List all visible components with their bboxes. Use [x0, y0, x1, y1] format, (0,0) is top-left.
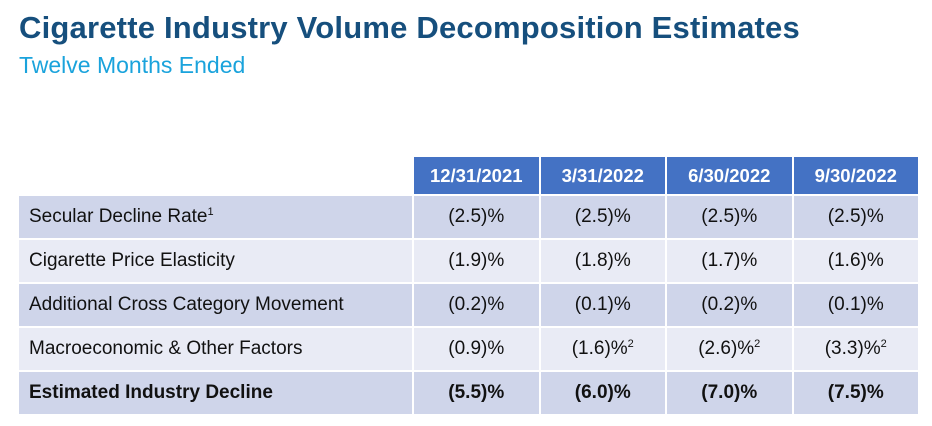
- value-cell: (1.7)%: [665, 238, 794, 284]
- row-label: Cigarette Price Elasticity: [29, 250, 235, 271]
- cell-value: (2.5)%: [448, 206, 505, 227]
- total-value: (7.5)%: [791, 370, 920, 416]
- total-value: (5.5)%: [412, 370, 541, 416]
- cell-value: (0.2)%: [448, 294, 505, 315]
- cell-value: (1.9)%: [448, 250, 505, 271]
- row-label-cell: Additional Cross Category Movement: [17, 282, 414, 328]
- value-cell: (2.6)%2: [665, 326, 794, 372]
- volume-decomposition-table: 12/31/2021 3/31/2022 6/30/2022 9/30/2022…: [17, 155, 920, 416]
- value-cell: (2.5)%: [791, 194, 920, 240]
- row-label: Additional Cross Category Movement: [29, 294, 344, 315]
- cell-value: (0.2)%: [701, 294, 758, 315]
- value-cell: (0.1)%: [791, 282, 920, 328]
- table-row: Secular Decline Rate1 (2.5)% (2.5)% (2.5…: [17, 194, 920, 240]
- cell-value: (2.6)%: [698, 338, 755, 359]
- cell-value: (2.5)%: [827, 206, 884, 227]
- page-title: Cigarette Industry Volume Decomposition …: [19, 10, 800, 45]
- value-cell: (1.6)%: [791, 238, 920, 284]
- value-cell: (2.5)%: [412, 194, 541, 240]
- cell-value: (1.8)%: [574, 250, 631, 271]
- cell-value: (1.6)%: [571, 338, 628, 359]
- cell-value: (0.9)%: [448, 338, 505, 359]
- cell-value: (2.5)%: [701, 206, 758, 227]
- column-header: 6/30/2022: [665, 155, 794, 196]
- row-label-cell: Cigarette Price Elasticity: [17, 238, 414, 284]
- total-label: Estimated Industry Decline: [17, 370, 414, 416]
- value-cell: (0.9)%: [412, 326, 541, 372]
- total-value: (7.0)%: [665, 370, 794, 416]
- cell-value: (0.1)%: [827, 294, 884, 315]
- value-cell: (1.6)%2: [538, 326, 667, 372]
- value-cell: (0.2)%: [665, 282, 794, 328]
- cell-value: (0.1)%: [574, 294, 631, 315]
- cell-value: (3.3)%: [824, 338, 881, 359]
- row-label: Macroeconomic & Other Factors: [29, 338, 303, 359]
- footnote-marker: 1: [207, 206, 214, 218]
- cell-value: (2.5)%: [574, 206, 631, 227]
- cell-value: (1.7)%: [701, 250, 758, 271]
- total-value: (6.0)%: [538, 370, 667, 416]
- value-cell: (0.1)%: [538, 282, 667, 328]
- row-label-cell: Secular Decline Rate1: [17, 194, 414, 240]
- footnote-marker: 2: [754, 338, 761, 350]
- column-header: 9/30/2022: [791, 155, 920, 196]
- cell-value: (1.6)%: [827, 250, 884, 271]
- value-cell: (1.9)%: [412, 238, 541, 284]
- column-header: 12/31/2021: [412, 155, 541, 196]
- value-cell: (3.3)%2: [791, 326, 920, 372]
- table-row: Macroeconomic & Other Factors (0.9)% (1.…: [17, 326, 920, 372]
- table-total-row: Estimated Industry Decline (5.5)% (6.0)%…: [17, 370, 920, 416]
- row-label-cell: Macroeconomic & Other Factors: [17, 326, 414, 372]
- table-row: Cigarette Price Elasticity (1.9)% (1.8)%…: [17, 238, 920, 284]
- column-header: 3/31/2022: [538, 155, 667, 196]
- table-header-row: 12/31/2021 3/31/2022 6/30/2022 9/30/2022: [17, 155, 920, 196]
- footnote-marker: 2: [880, 338, 887, 350]
- footnote-marker: 2: [627, 338, 634, 350]
- value-cell: (2.5)%: [538, 194, 667, 240]
- value-cell: (2.5)%: [665, 194, 794, 240]
- row-label: Secular Decline Rate: [29, 206, 208, 227]
- value-cell: (1.8)%: [538, 238, 667, 284]
- header-blank-cell: [17, 155, 414, 196]
- table-row: Additional Cross Category Movement (0.2)…: [17, 282, 920, 328]
- value-cell: (0.2)%: [412, 282, 541, 328]
- page-subtitle: Twelve Months Ended: [19, 52, 246, 78]
